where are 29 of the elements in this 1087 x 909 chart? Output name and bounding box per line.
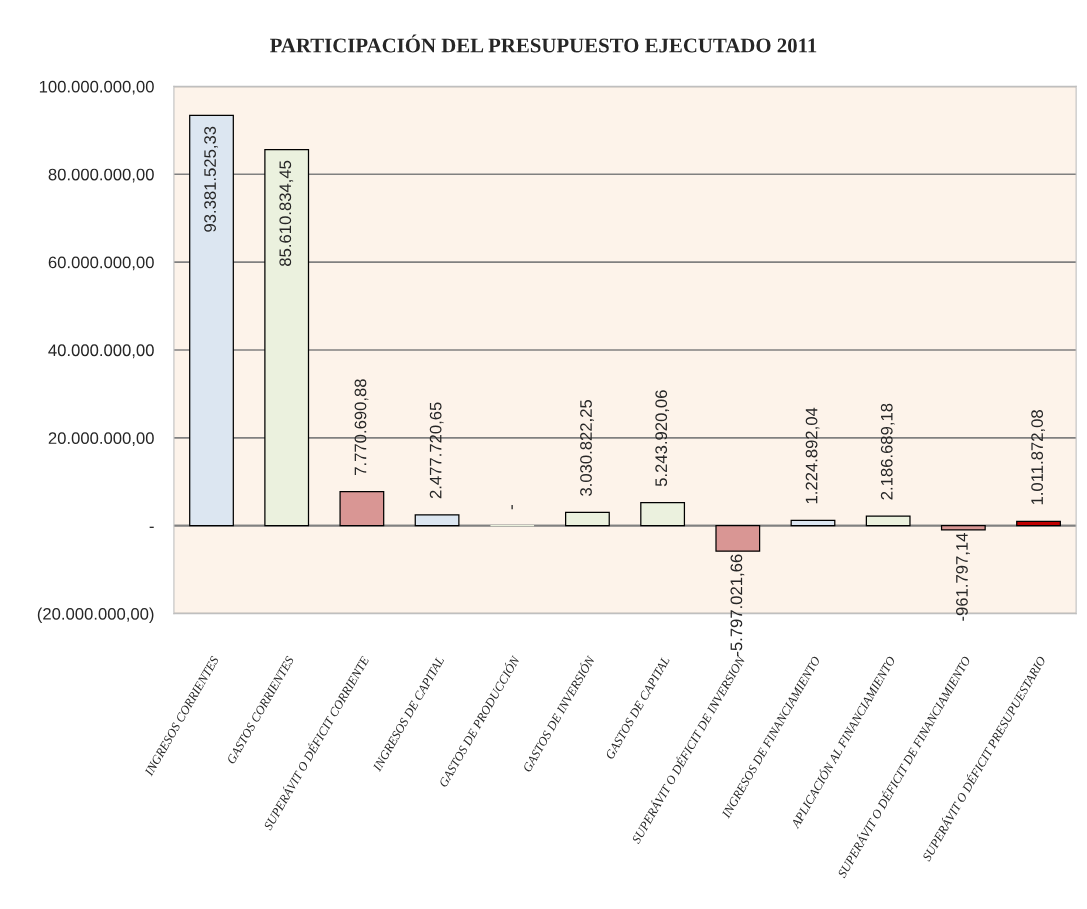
data-label: 93.381.525,33 xyxy=(204,126,218,232)
data-label: 5.243.920,06 xyxy=(655,390,670,487)
bar xyxy=(715,525,761,552)
chart-title: PARTICIPACIÓN DEL PRESUPUESTO EJECUTADO 2011 xyxy=(270,34,817,53)
data-label: -5.797.021,66 xyxy=(730,554,745,656)
data-label: 1.224.892,04 xyxy=(805,407,820,504)
bar xyxy=(565,511,610,527)
bar xyxy=(940,525,986,531)
data-label: 2.477.720,65 xyxy=(429,402,444,499)
data-label: 7.770.690,88 xyxy=(354,379,369,475)
bar xyxy=(339,490,385,527)
bar xyxy=(414,514,460,527)
bar xyxy=(865,515,911,527)
y-tick-label: - xyxy=(149,526,154,528)
y-tick-label: 20.000.000,00 xyxy=(48,432,154,447)
bar xyxy=(264,148,310,527)
bar xyxy=(189,114,234,527)
y-tick-label: (20.000.000,00) xyxy=(37,607,154,624)
bar xyxy=(640,502,686,527)
y-tick-label: 60.000.000,00 xyxy=(48,256,154,271)
data-label: 2.186.689,18 xyxy=(880,403,895,500)
y-tick-label: 40.000.000,00 xyxy=(48,344,154,359)
y-tick-label: 100.000.000,00 xyxy=(39,80,154,95)
data-label: 3.030.822,25 xyxy=(580,399,594,496)
data-label: 85.610.834,45 xyxy=(279,160,294,266)
data-label: -961.797,14 xyxy=(956,533,970,621)
data-label: - xyxy=(511,505,513,510)
y-tick-label: 80.000.000,00 xyxy=(48,168,154,183)
data-label: 1.011.872,08 xyxy=(1031,410,1045,505)
